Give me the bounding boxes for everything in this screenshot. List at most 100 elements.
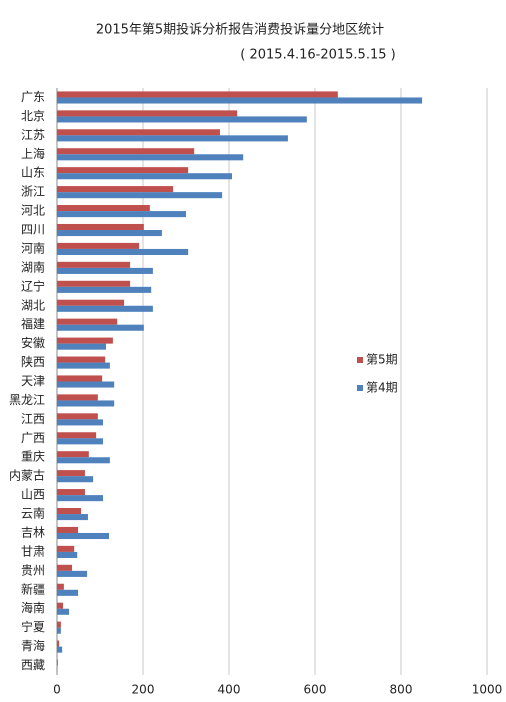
bar xyxy=(57,394,98,401)
bar xyxy=(57,583,64,590)
y-tick-label: 江西 xyxy=(21,412,45,426)
bar xyxy=(57,230,162,237)
y-tick-label: 山东 xyxy=(21,166,45,180)
bar xyxy=(57,602,64,609)
y-tick-label: 广东 xyxy=(21,90,45,104)
bar xyxy=(57,457,110,464)
bar xyxy=(57,419,104,426)
bar xyxy=(57,267,153,274)
bar xyxy=(57,135,288,142)
bar xyxy=(57,167,189,174)
bar xyxy=(57,343,107,350)
bar xyxy=(57,570,88,577)
y-tick-label: 河北 xyxy=(21,204,45,218)
bar xyxy=(57,381,115,388)
bar xyxy=(57,627,61,634)
bar xyxy=(57,526,79,533)
bar xyxy=(57,148,195,155)
y-tick-label: 湖南 xyxy=(21,259,45,274)
x-tick-label: 200 xyxy=(132,683,155,697)
bar xyxy=(57,551,78,558)
y-tick-label: 西藏 xyxy=(21,658,45,672)
bar xyxy=(57,242,140,249)
bar xyxy=(57,261,131,268)
y-tick-label: 青海 xyxy=(21,638,45,653)
bar xyxy=(57,205,150,212)
bar xyxy=(57,286,152,293)
bar xyxy=(57,507,82,515)
bar xyxy=(57,640,60,647)
bar xyxy=(57,337,113,344)
bar xyxy=(57,97,423,104)
y-tick-label: 广西 xyxy=(21,431,45,445)
y-tick-label: 山西 xyxy=(21,488,45,502)
bar xyxy=(57,451,89,458)
bar xyxy=(57,129,220,136)
y-tick-label: 四川 xyxy=(21,223,45,237)
y-tick-label: 新疆 xyxy=(21,581,45,596)
y-tick-label: 河南 xyxy=(21,240,45,255)
bar xyxy=(57,110,238,117)
bar xyxy=(57,356,106,363)
bar xyxy=(57,413,98,420)
y-tick-label: 天津 xyxy=(21,374,45,388)
y-tick-label: 甘肃 xyxy=(21,544,45,558)
bar xyxy=(57,116,307,123)
bar xyxy=(57,564,73,571)
legend-label: 第5期 xyxy=(366,353,398,367)
bar xyxy=(57,432,97,439)
bar xyxy=(57,489,85,496)
bar xyxy=(57,248,189,256)
bar xyxy=(57,545,75,552)
legend-swatch xyxy=(357,385,363,391)
bar xyxy=(57,608,70,615)
x-tick-label: 400 xyxy=(218,683,241,697)
bar xyxy=(57,154,244,161)
bar xyxy=(57,589,79,596)
bar xyxy=(57,299,125,306)
x-tick-label: 600 xyxy=(304,683,327,697)
bar xyxy=(57,438,104,445)
bar xyxy=(57,400,115,407)
x-tick-label: 1000 xyxy=(472,683,503,697)
x-tick-label: 800 xyxy=(390,683,413,697)
bar xyxy=(57,192,223,199)
y-tick-label: 内蒙古 xyxy=(9,468,45,483)
y-tick-label: 上海 xyxy=(21,146,45,161)
bar xyxy=(57,476,94,483)
chart-title: 2015年第5期投诉分析报告消费投诉量分地区统计 xyxy=(96,22,384,38)
bar xyxy=(57,470,85,477)
bar xyxy=(57,375,103,382)
bar xyxy=(57,186,174,193)
bar xyxy=(57,532,110,540)
bar xyxy=(57,305,153,312)
y-tick-label: 陕西 xyxy=(21,354,45,369)
y-tick-label: 云南 xyxy=(21,506,45,521)
bar xyxy=(57,621,61,628)
y-tick-label: 宁夏 xyxy=(21,619,45,634)
y-tick-label: 海南 xyxy=(21,600,45,615)
y-tick-label: 浙江 xyxy=(21,185,45,199)
y-tick-label: 贵州 xyxy=(21,563,45,577)
y-tick-label: 吉林 xyxy=(21,525,45,539)
bar xyxy=(57,659,58,666)
legend-label: 第4期 xyxy=(366,381,398,395)
y-tick-label: 北京 xyxy=(21,109,45,123)
chart-subtitle: ( 2015.4.16-2015.5.15 ) xyxy=(240,48,395,63)
bar xyxy=(57,173,233,180)
y-tick-label: 江苏 xyxy=(21,128,45,142)
y-tick-label: 湖北 xyxy=(21,297,45,312)
y-tick-label: 黑龙江 xyxy=(9,393,45,407)
bar xyxy=(57,318,118,325)
bar xyxy=(57,646,63,653)
y-tick-label: 重庆 xyxy=(21,450,45,464)
bar xyxy=(57,211,186,218)
bar xyxy=(57,223,144,231)
bar xyxy=(57,362,110,369)
bar xyxy=(57,324,144,331)
bar xyxy=(57,91,338,98)
x-tick-label: 0 xyxy=(53,683,61,697)
bar xyxy=(57,280,131,287)
y-tick-label: 福建 xyxy=(21,316,45,331)
